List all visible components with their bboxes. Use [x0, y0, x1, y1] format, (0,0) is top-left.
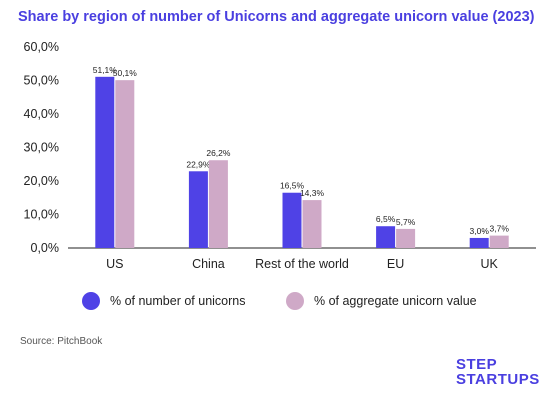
logo-line1: STEP: [456, 356, 498, 373]
y-tick-label: 60,0%: [24, 40, 59, 54]
data-label: 14,3%: [300, 188, 325, 198]
data-label: 3,0%: [470, 226, 490, 236]
bar-unicorns: [469, 237, 489, 248]
source-note: Source: PitchBook: [20, 336, 103, 347]
data-label: 5,7%: [396, 217, 416, 227]
data-label: 50,1%: [113, 68, 138, 78]
data-label: 22,9%: [186, 159, 211, 169]
y-tick-label: 10,0%: [24, 208, 59, 222]
y-tick-label: 40,0%: [24, 107, 59, 121]
legend-swatch-unicorns: [82, 292, 100, 310]
legend-item-value: % of aggregate unicorn value: [286, 290, 477, 312]
step-startups-logo: STEP STARTUPS: [456, 357, 540, 387]
legend-label-unicorns: % of number of unicorns: [110, 294, 246, 308]
legend-swatch-value: [286, 292, 304, 310]
bar-value: [302, 200, 322, 248]
y-tick-label: 20,0%: [24, 174, 59, 188]
data-label: 16,5%: [280, 181, 305, 191]
x-tick-label: Rest of the world: [255, 257, 349, 271]
x-tick-label: EU: [387, 257, 404, 271]
chart-title: Share by region of number of Unicorns an…: [18, 9, 535, 25]
data-label: 51,1%: [93, 65, 118, 75]
x-tick-label: UK: [481, 257, 499, 271]
data-label: 3,7%: [490, 224, 510, 234]
y-tick-label: 30,0%: [24, 141, 59, 155]
legend-item-unicorns: % of number of unicorns: [82, 290, 246, 312]
bar-unicorns: [376, 226, 396, 248]
bar-chart: 0,0%10,0%20,0%30,0%40,0%50,0%60,0%51,1%5…: [24, 40, 536, 271]
bar-unicorns: [95, 76, 115, 248]
bar-unicorns: [282, 192, 302, 248]
bar-value: [396, 228, 416, 248]
legend-label-value: % of aggregate unicorn value: [314, 294, 477, 308]
x-tick-label: US: [106, 257, 123, 271]
y-tick-label: 0,0%: [31, 241, 60, 255]
bar-unicorns: [188, 171, 208, 248]
logo-line2: STARTUPS: [456, 371, 540, 388]
bar-value: [115, 80, 135, 248]
x-tick-label: China: [192, 257, 225, 271]
data-label: 6,5%: [376, 214, 396, 224]
bar-value: [489, 235, 509, 248]
bar-value: [208, 160, 228, 248]
data-label: 26,2%: [206, 148, 231, 158]
y-tick-label: 50,0%: [24, 74, 59, 88]
